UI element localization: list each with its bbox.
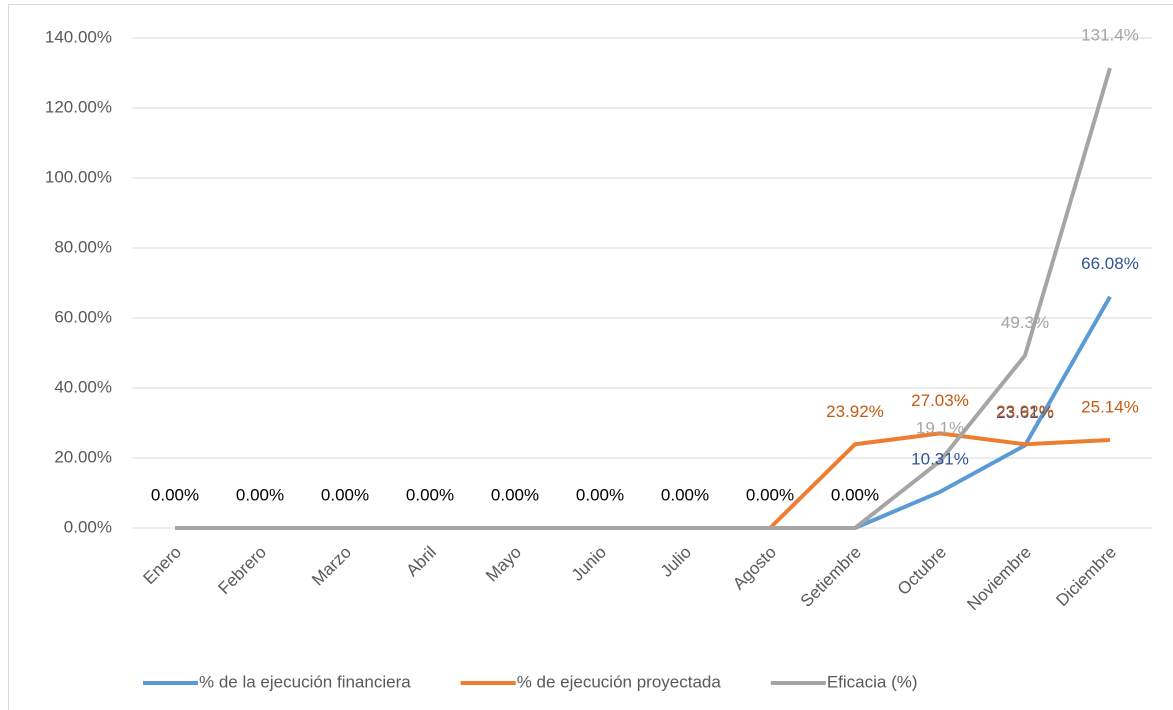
x-tick-label: Julio (657, 543, 695, 581)
y-tick-label: 120.00% (45, 97, 112, 116)
data-label: 0.00% (746, 485, 794, 504)
data-label: 0.00% (831, 485, 879, 504)
x-tick-label: Setiembre (797, 543, 865, 611)
x-tick-label: Junio (568, 543, 610, 585)
chart-border (8, 4, 1173, 710)
series-line (175, 67, 1112, 530)
x-tick-label: Febrero (214, 543, 270, 599)
x-tick-label: Abril (403, 543, 440, 580)
data-label: 25.14% (1081, 397, 1139, 416)
x-tick-label: Mayo (482, 543, 525, 586)
data-label: 0.00% (151, 485, 199, 504)
x-tick-label: Noviembre (963, 543, 1035, 615)
y-tick-label: 140.00% (45, 27, 112, 46)
data-label: 0.00% (406, 485, 454, 504)
data-label: 66.08% (1081, 254, 1139, 273)
x-tick-label: Marzo (308, 543, 355, 590)
y-tick-label: 60.00% (54, 307, 112, 326)
data-label: 23.92% (826, 402, 884, 421)
data-label: 0.00% (576, 485, 624, 504)
y-tick-label: 80.00% (54, 237, 112, 256)
y-tick-label: 100.00% (45, 167, 112, 186)
x-tick-label: Enero (139, 543, 185, 589)
data-label: 10.31% (911, 449, 969, 468)
data-label: 23.92% (996, 402, 1054, 421)
y-tick-label: 20.00% (54, 447, 112, 466)
y-tick-label: 40.00% (54, 377, 112, 396)
legend-label: % de ejecución proyectada (517, 672, 722, 691)
data-label: 0.00% (661, 485, 709, 504)
legend-label: % de la ejecución financiera (199, 672, 411, 691)
data-label: 131.4% (1081, 26, 1139, 45)
data-label: 0.00% (236, 485, 284, 504)
y-tick-label: 0.00% (64, 517, 112, 536)
series-line (175, 431, 1111, 530)
data-label: 23.61% (996, 403, 1054, 422)
x-tick-label: Octubre (894, 543, 950, 599)
data-label: 49.3% (1001, 313, 1049, 332)
data-label: 0.00% (491, 485, 539, 504)
data-label: 19.1% (916, 419, 964, 438)
legend-label: Eficacia (%) (827, 672, 918, 691)
x-tick-label: Diciembre (1052, 543, 1120, 611)
data-label: 0.00% (321, 485, 369, 504)
series-line (175, 295, 1112, 530)
data-label: 27.03% (911, 391, 969, 410)
x-tick-label: Agosto (729, 543, 780, 594)
